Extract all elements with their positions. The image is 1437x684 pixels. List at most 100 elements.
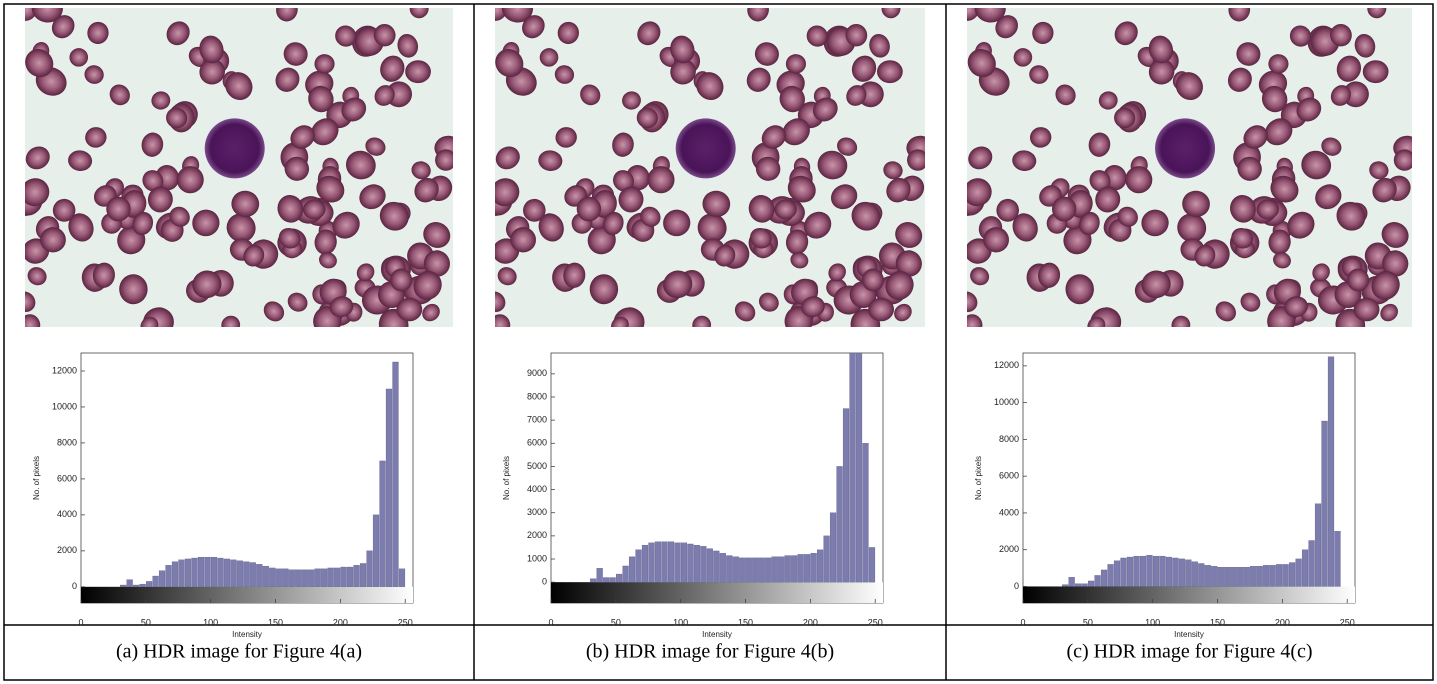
histogram-bar	[1243, 567, 1250, 587]
red-cell	[782, 118, 810, 146]
plot-area	[80, 352, 414, 604]
red-cell	[967, 291, 978, 312]
histogram-bar	[706, 548, 713, 583]
histogram-bar	[609, 577, 616, 583]
red-cell	[192, 209, 220, 237]
histogram-bar	[1314, 503, 1322, 587]
red-cell	[510, 227, 537, 253]
red-cell	[996, 198, 1019, 222]
histogram-bar	[1152, 555, 1160, 587]
red-cell	[314, 229, 337, 255]
histogram-bar	[275, 568, 282, 587]
red-cell	[612, 132, 634, 157]
red-cell	[1381, 222, 1409, 248]
red-cell	[1367, 8, 1387, 19]
histogram-bar	[282, 568, 289, 587]
red-cell	[225, 72, 253, 101]
red-cell	[1372, 177, 1397, 203]
red-cell	[618, 186, 644, 213]
histogram-bar	[223, 558, 230, 587]
red-cell	[226, 213, 256, 243]
red-cell	[25, 178, 50, 207]
red-cell	[1243, 125, 1268, 149]
red-cell	[747, 8, 769, 22]
red-cell	[287, 292, 308, 312]
histogram-bar	[256, 564, 263, 587]
histogram-bar	[126, 579, 133, 587]
intensity-colorbar	[551, 582, 883, 603]
histogram-bar	[855, 353, 863, 583]
histogram-bar	[145, 581, 153, 587]
y-tick-label: 2000	[527, 530, 547, 540]
red-cell	[851, 55, 877, 82]
y-tick-label: 8000	[527, 391, 547, 401]
red-cell	[817, 150, 848, 180]
red-cell	[1148, 35, 1174, 64]
red-cell	[895, 222, 923, 248]
y-tick-label: 4000	[57, 509, 77, 519]
x-tick-label: 100	[203, 617, 218, 627]
red-cell	[894, 303, 912, 322]
red-cell	[1117, 206, 1138, 227]
x-tick-label: 100	[1145, 617, 1160, 627]
intensity-colorbar	[81, 586, 413, 603]
red-cell	[166, 107, 188, 129]
red-cell	[837, 137, 858, 156]
x-tick-label: 150	[268, 617, 283, 627]
red-cell	[495, 291, 506, 312]
red-cell	[1032, 21, 1054, 44]
red-cell	[554, 65, 575, 84]
red-cell	[221, 315, 241, 327]
caption: (a) HDR image for Figure 4(a)	[116, 641, 362, 663]
y-tick-label: 2000	[57, 545, 77, 555]
histogram-bar	[133, 584, 140, 587]
red-cell	[263, 301, 285, 322]
red-cell	[142, 307, 174, 327]
red-cell	[231, 190, 260, 218]
histogram-bar	[635, 549, 642, 583]
caption: (c) HDR image for Figure 4(c)	[1066, 641, 1312, 663]
red-cell	[995, 15, 1018, 39]
red-cell	[341, 97, 367, 122]
red-cell	[883, 161, 903, 180]
red-cell	[967, 314, 983, 327]
red-cell	[1312, 263, 1330, 282]
histogram-bar	[842, 408, 850, 583]
red-cell	[845, 23, 868, 47]
red-cell	[1371, 271, 1400, 300]
histogram-bar	[152, 575, 159, 587]
red-cell	[140, 316, 159, 327]
red-cell	[275, 67, 300, 92]
red-cell	[1055, 84, 1076, 106]
histogram-bar	[596, 568, 603, 583]
histogram-bar	[784, 555, 791, 583]
histogram-bar	[236, 560, 243, 587]
histogram-bar	[321, 568, 328, 587]
histogram-bar	[654, 541, 662, 583]
histogram-bar	[1120, 557, 1127, 587]
histogram-bar	[1263, 565, 1270, 587]
red-cell	[828, 263, 846, 282]
red-cell	[907, 149, 925, 171]
red-cell	[1230, 195, 1256, 223]
histogram-bar	[1217, 567, 1224, 587]
red-cell	[1114, 107, 1136, 129]
red-cell	[523, 198, 546, 222]
histogram-bar	[680, 542, 688, 583]
red-cell	[390, 268, 413, 292]
red-cell	[806, 25, 828, 47]
red-cell	[758, 292, 779, 312]
histogram-bar	[353, 565, 360, 587]
histogram-bar	[1100, 569, 1108, 587]
red-cell	[335, 25, 357, 47]
histogram-bar	[1087, 580, 1095, 587]
histogram-bar	[1139, 555, 1147, 587]
histogram-bar	[674, 542, 681, 583]
red-cell	[1330, 85, 1351, 106]
histogram-bar	[1327, 356, 1335, 587]
histogram-bar	[295, 569, 302, 587]
red-cell	[754, 42, 779, 66]
red-cell	[92, 262, 115, 288]
histogram-bar	[1068, 577, 1075, 587]
red-cell	[1270, 175, 1299, 203]
